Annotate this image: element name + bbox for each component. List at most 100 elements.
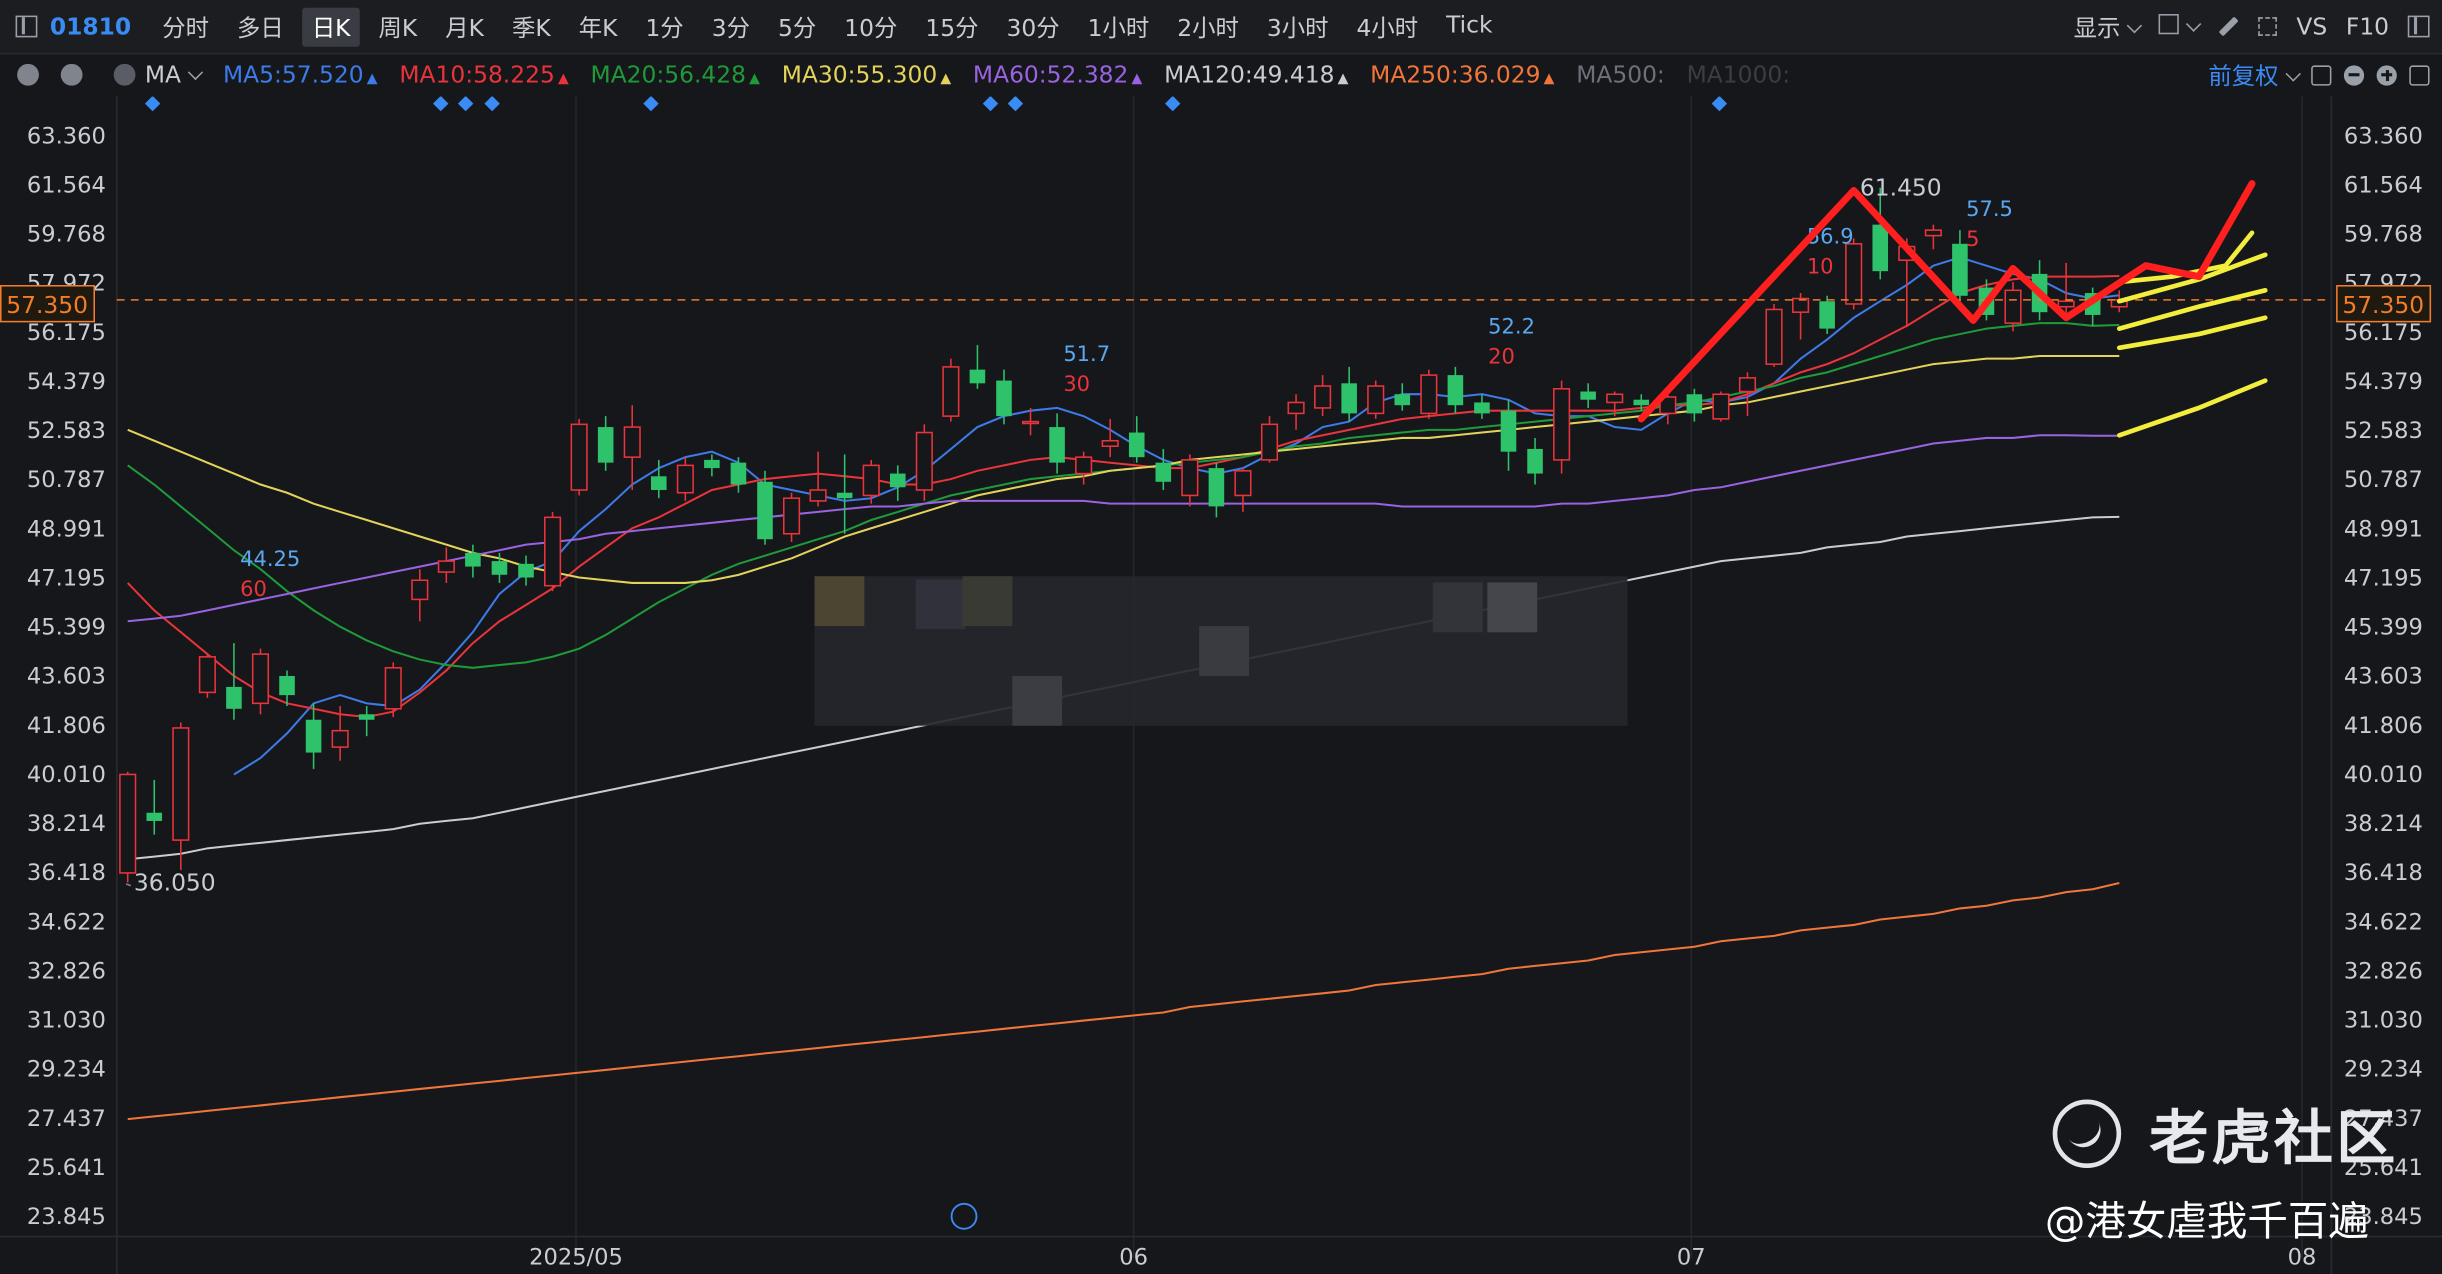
checkbox-dropdown[interactable] <box>2159 12 2203 40</box>
ma-line-ma250 <box>127 882 2120 1121</box>
settings-gear-icon[interactable] <box>17 63 39 86</box>
ma-arrow-icon: ▲ <box>1337 71 1349 88</box>
y-tick-right-18: 31.030 <box>2344 1008 2423 1034</box>
event-marker-0 <box>144 96 161 112</box>
candle-body-32 <box>969 369 986 384</box>
watermark-brand: 老虎社区 <box>2149 1104 2399 1173</box>
period-tabs: 分时 多日 日K 周K 月K 季K 年K 1分 3分 5分 10分 15分 30分 1小时 2小时 3小时 4小… <box>153 7 1511 46</box>
tab-2[interactable]: 日K <box>302 7 360 46</box>
checkbox-icon <box>2159 14 2180 35</box>
fullscreen-icon[interactable] <box>2258 17 2278 36</box>
candle-body-60 <box>1712 393 1730 420</box>
candle-body-27 <box>836 492 853 499</box>
candle-body-71 <box>2004 289 2022 324</box>
tab-1[interactable]: 多日 <box>237 13 284 42</box>
candle-body-26 <box>809 489 827 502</box>
ma-item-2[interactable]: MA20:56.428 ▲ <box>591 61 760 89</box>
ma-item-7[interactable]: MA500: <box>1576 61 1665 89</box>
vs-button[interactable]: VS <box>2296 12 2328 41</box>
y-tick-left-17: 32.826 <box>27 958 106 984</box>
tab-13[interactable]: 1小时 <box>1087 13 1150 42</box>
tab-9[interactable]: 5分 <box>777 13 817 42</box>
zoom-in-icon[interactable] <box>2376 64 2397 85</box>
x-tick-label-1: 06 <box>1119 1245 1148 1271</box>
candle-body-9 <box>358 714 375 720</box>
y-tick-left-0: 63.360 <box>27 123 106 149</box>
tab-0[interactable]: 分时 <box>162 13 210 42</box>
candle-body-62 <box>1765 308 1783 365</box>
watermark-user: @港女虐我千百遍 <box>2044 1199 2369 1246</box>
y-tick-left-9: 47.195 <box>27 565 106 591</box>
dropdown-circle-icon[interactable] <box>60 63 83 86</box>
candle-body-23 <box>730 462 747 485</box>
display-dropdown[interactable]: 显示 <box>2074 10 2143 43</box>
tab-10[interactable]: 10分 <box>844 13 898 42</box>
y-tick-right-21: 25.641 <box>2344 1155 2423 1181</box>
candlestick-chart[interactable]: 2025/05 06 07 08 63.360 63.360 61.564 61.564 59.… <box>0 96 2442 1274</box>
event-marker-8 <box>1711 96 1728 112</box>
tab-3[interactable]: 周K <box>378 13 418 42</box>
candle-body-51 <box>1474 402 1490 414</box>
ma-item-0[interactable]: MA5:57.520 ▲ <box>223 61 378 89</box>
sidebar-toggle-icon[interactable] <box>15 15 38 38</box>
ma-type-label: MA <box>144 60 181 89</box>
candle-body-7 <box>305 719 322 753</box>
y-tick-left-21: 25.641 <box>27 1155 106 1181</box>
candle-body-44 <box>1287 401 1305 415</box>
ma-item-label: MA60:52.382 <box>972 60 1129 89</box>
annotation-1: 61.450 <box>1860 174 1942 202</box>
event-marker-7 <box>1165 96 1181 112</box>
earnings-marker-icon <box>950 1202 978 1230</box>
adjust-dropdown[interactable]: 前复权 <box>2208 58 2301 91</box>
tab-5[interactable]: 季K <box>511 13 551 42</box>
tab-14[interactable]: 2小时 <box>1177 13 1239 42</box>
drawn-yellow-line-2 <box>2116 287 2268 331</box>
redacted-tile-3 <box>1012 675 1063 726</box>
ma-item-8[interactable]: MA1000: <box>1687 61 1790 89</box>
tab-7[interactable]: 1分 <box>645 13 684 42</box>
draw-pen-icon[interactable] <box>2219 16 2240 37</box>
candle-body-28 <box>862 464 880 497</box>
tab-4[interactable]: 月K <box>445 13 484 42</box>
y-tick-left-16: 34.622 <box>27 909 106 935</box>
y-tick-left-12: 41.806 <box>27 713 106 739</box>
candle-body-17 <box>570 423 588 491</box>
ma-item-6[interactable]: MA250:36.029 ▲ <box>1370 61 1554 89</box>
panel-toggle-icon[interactable] <box>2407 15 2430 38</box>
candle-body-21 <box>676 464 694 494</box>
chart-style-icon[interactable] <box>2311 64 2332 85</box>
ma-item-1[interactable]: MA10:58.225 ▲ <box>399 61 568 89</box>
chevron-down-icon <box>188 64 204 81</box>
tab-11[interactable]: 15分 <box>925 13 979 42</box>
ma-item-label: MA30:55.300 <box>781 60 938 89</box>
candle-body-69 <box>1952 243 1968 296</box>
stock-code[interactable]: 01810 <box>49 12 132 41</box>
candle-body-48 <box>1394 394 1411 406</box>
close-indicator-icon[interactable] <box>113 63 136 86</box>
tab-17[interactable]: Tick <box>1446 10 1493 39</box>
ma-arrow-icon: ▲ <box>557 71 569 88</box>
ma-item-label: MA250:36.029 <box>1370 60 1541 89</box>
ma-item-3[interactable]: MA30:55.300 ▲ <box>782 61 951 89</box>
ma-type-selector[interactable]: MA <box>144 60 204 89</box>
chevron-down-icon <box>2127 17 2143 33</box>
zoom-out-icon[interactable] <box>2343 64 2365 85</box>
tab-6[interactable]: 年K <box>578 13 618 42</box>
maximize-icon[interactable] <box>2409 64 2430 85</box>
y-tick-left-11: 43.603 <box>27 664 106 690</box>
f10-button[interactable]: F10 <box>2345 12 2390 41</box>
y-tick-left-18: 31.030 <box>27 1008 106 1034</box>
tab-16[interactable]: 4小时 <box>1356 13 1419 42</box>
tab-8[interactable]: 3分 <box>711 13 750 42</box>
candle-body-52 <box>1500 410 1517 452</box>
tab-12[interactable]: 30分 <box>1006 13 1060 42</box>
ma-arrow-icon: ▲ <box>1543 71 1555 88</box>
candle-body-59 <box>1686 394 1703 414</box>
tab-15[interactable]: 3小时 <box>1266 13 1329 42</box>
candle-body-11 <box>411 579 429 601</box>
ma-item-4[interactable]: MA60:52.382 ▲ <box>973 61 1142 89</box>
candle-body-1 <box>146 812 163 821</box>
annotation-7: 20 <box>1488 344 1515 369</box>
ma-item-5[interactable]: MA120:49.418 ▲ <box>1164 61 1348 89</box>
y-tick-left-15: 36.418 <box>27 860 106 886</box>
